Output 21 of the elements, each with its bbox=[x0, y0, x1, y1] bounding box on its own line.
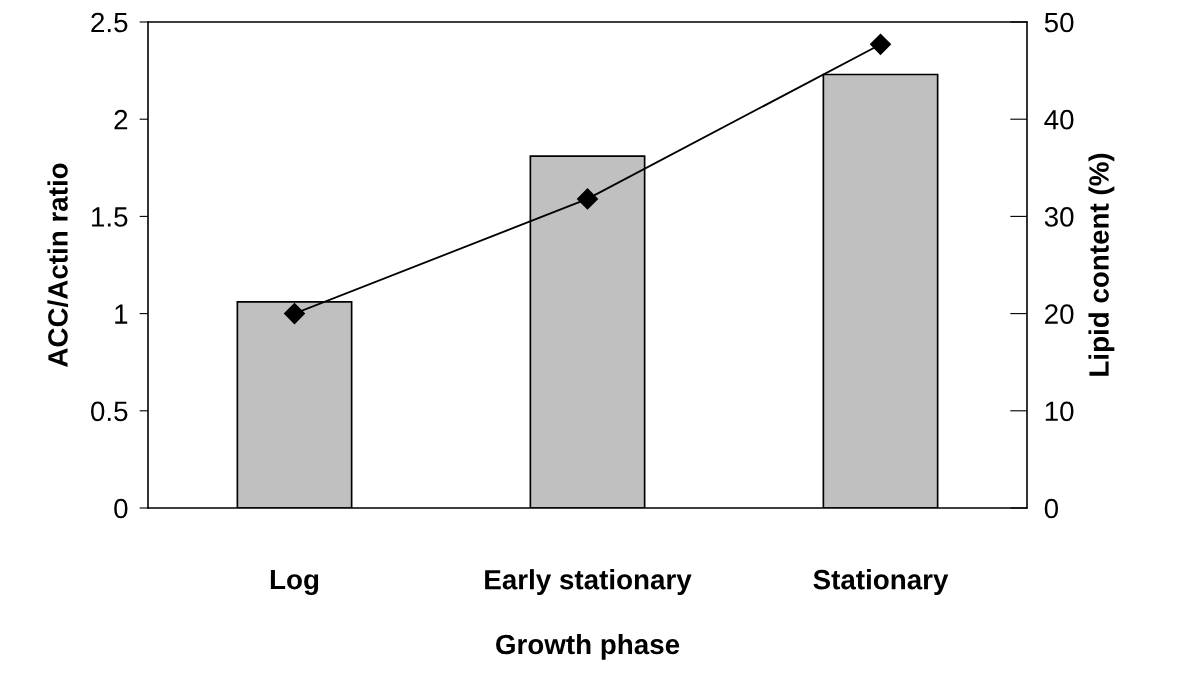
y-tick-label: 2.5 bbox=[91, 12, 128, 33]
x-axis-title: Growth phase bbox=[496, 633, 680, 660]
x-tick-label: Early stationary bbox=[485, 569, 692, 596]
y2-tick-label: 30 bbox=[1044, 207, 1074, 227]
point bbox=[869, 33, 892, 55]
y-tick-label: 2 bbox=[114, 109, 128, 130]
point bbox=[576, 188, 599, 210]
y2-tick-label: 0 bbox=[1044, 498, 1059, 519]
y-axis-title: ACC/Actin ratio bbox=[47, 163, 69, 367]
y2-tick-label: 40 bbox=[1044, 109, 1074, 130]
y2-axis-title: Lipid content (%) bbox=[1088, 153, 1115, 376]
y-tick-label: 1 bbox=[115, 304, 128, 324]
x-tick-label: Log bbox=[270, 570, 319, 596]
y2-tick-label: 20 bbox=[1045, 304, 1074, 324]
y-tick-label: 0 bbox=[114, 498, 128, 519]
x-tick-label: Stationary bbox=[813, 569, 949, 596]
y2-tick-label: 10 bbox=[1045, 401, 1074, 422]
y-tick-label: 1.5 bbox=[92, 207, 128, 227]
y-tick-label: 0.5 bbox=[91, 401, 128, 422]
point bbox=[283, 303, 306, 325]
y2-tick-label: 50 bbox=[1044, 12, 1074, 33]
